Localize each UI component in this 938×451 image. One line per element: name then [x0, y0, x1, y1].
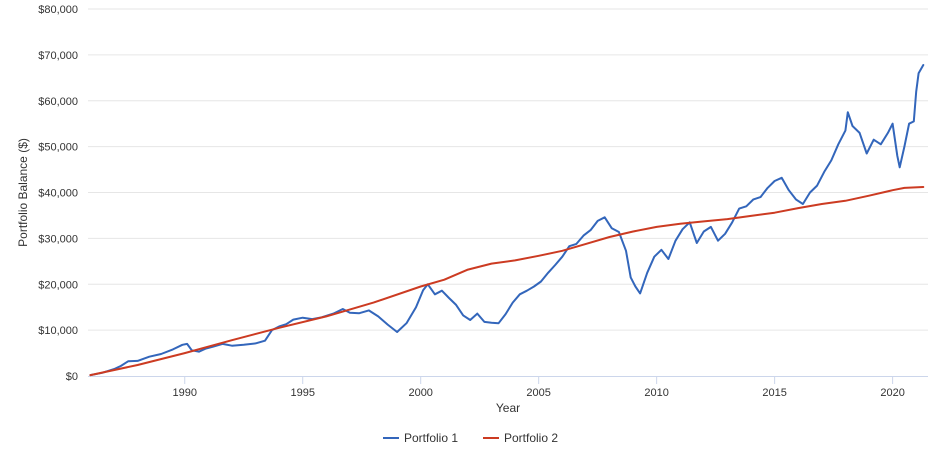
legend-label: Portfolio 2	[504, 431, 558, 445]
y-axis-ticks: $0 $10,000 $20,000 $30,000 $40,000 $50,000 $60…	[38, 4, 78, 383]
series	[89, 64, 925, 377]
y-tick-label: $40,000	[38, 188, 78, 200]
series-line-2[interactable]	[89, 186, 925, 377]
x-tick-label: 2000	[408, 387, 432, 399]
y-axis-title: Portfolio Balance ($)	[16, 138, 30, 247]
legend-label: Portfolio 1	[404, 431, 458, 445]
y-tick-label: $0	[66, 371, 78, 383]
grid	[88, 8, 928, 331]
x-tick-label: 1990	[172, 387, 196, 399]
x-tick-label: 2005	[526, 387, 550, 399]
x-tick-label: 2015	[762, 387, 786, 399]
x-tick-label: 2010	[644, 387, 668, 399]
y-tick-label: $50,000	[38, 142, 78, 154]
x-axis-title: Year	[496, 401, 520, 415]
y-tick-label: $20,000	[38, 279, 78, 291]
y-tick-label: $70,000	[38, 50, 78, 62]
y-tick-label: $30,000	[38, 233, 78, 245]
x-tick-label: 1995	[290, 387, 314, 399]
legend[interactable]: Portfolio 1 Portfolio 2	[383, 431, 558, 445]
y-tick-label: $60,000	[38, 96, 78, 108]
y-tick-label: $80,000	[38, 4, 78, 16]
series-line-1[interactable]	[89, 64, 925, 377]
x-axis-ticks: 1990 1995 2000 2005 2010 2015 2020	[172, 376, 905, 399]
y-tick-label: $10,000	[38, 325, 78, 337]
legend-item-1[interactable]: Portfolio 1	[383, 431, 458, 445]
x-tick-label: 2020	[880, 387, 904, 399]
legend-item-2[interactable]: Portfolio 2	[483, 431, 558, 445]
